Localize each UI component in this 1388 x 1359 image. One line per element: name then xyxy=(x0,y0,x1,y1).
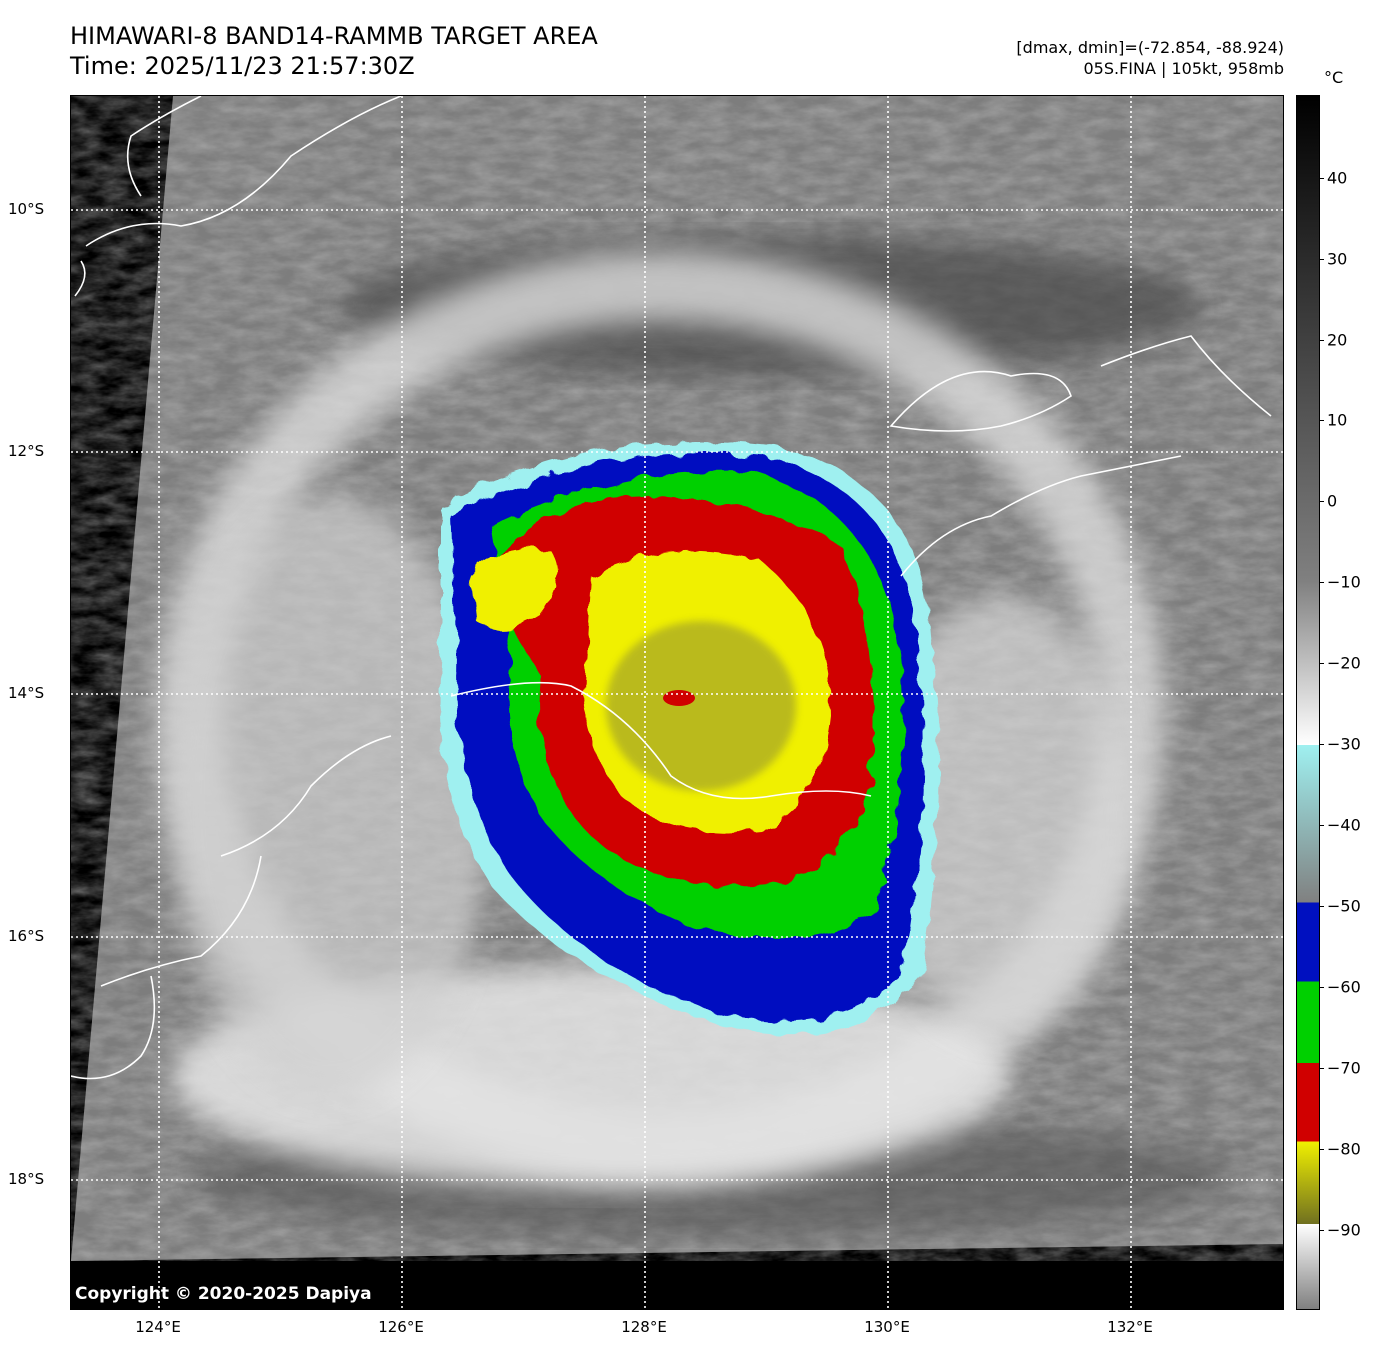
colorbar-tick-mark xyxy=(1320,1230,1324,1231)
dmax-dmin-label: [dmax, dmin]=(-72.854, -88.924) xyxy=(1016,38,1284,57)
colorbar-tick-label: −90 xyxy=(1327,1220,1361,1240)
colorbar-tick-mark xyxy=(1320,825,1324,826)
satellite-image xyxy=(70,95,1284,1310)
time-label: Time: 2025/11/23 21:57:30Z xyxy=(70,52,415,80)
colorbar-tick-mark xyxy=(1320,582,1324,583)
colorbar-tick-mark xyxy=(1320,906,1324,907)
colorbar-tick-label: −80 xyxy=(1327,1139,1361,1159)
colorbar-tick-label: 10 xyxy=(1327,410,1348,430)
colorbar-tick-label: −50 xyxy=(1327,896,1361,916)
colorbar-tick-mark xyxy=(1320,1068,1324,1069)
y-tick-label: 16°S xyxy=(8,927,45,945)
y-tick-label: 18°S xyxy=(8,1170,45,1188)
colorbar-tick-label: −70 xyxy=(1327,1058,1361,1078)
colorbar-tick-label: −10 xyxy=(1327,572,1361,592)
colorbar-tick-mark xyxy=(1320,178,1324,179)
colorbar-tick-label: −60 xyxy=(1327,977,1361,997)
colorbar-tick-label: −20 xyxy=(1327,653,1361,673)
colorbar-tick-mark xyxy=(1320,501,1324,502)
x-tick-label: 124°E xyxy=(135,1318,181,1336)
x-tick-label: 130°E xyxy=(864,1318,910,1336)
colorbar-tick-mark xyxy=(1320,663,1324,664)
y-tick-label: 12°S xyxy=(8,442,45,460)
colorbar-tick-label: 30 xyxy=(1327,249,1348,269)
y-tick-label: 10°S xyxy=(8,200,45,218)
colorbar-tick-mark xyxy=(1320,987,1324,988)
x-tick-label: 128°E xyxy=(621,1318,667,1336)
coastline xyxy=(71,96,1272,1080)
gridlines xyxy=(71,96,1283,1309)
colorbar-tick-label: 0 xyxy=(1327,491,1338,511)
colorbar-unit: °C xyxy=(1324,68,1344,87)
colorbar-tick-mark xyxy=(1320,340,1324,341)
x-tick-label: 126°E xyxy=(378,1318,424,1336)
colorbar xyxy=(1296,95,1320,1310)
y-tick-label: 14°S xyxy=(8,684,45,702)
colorbar-tick-label: −30 xyxy=(1327,734,1361,754)
colorbar-tick-mark xyxy=(1320,259,1324,260)
colorbar-tick-mark xyxy=(1320,744,1324,745)
storm-info-label: 05S.FINA | 105kt, 958mb xyxy=(1083,59,1284,78)
colorbar-tick-mark xyxy=(1320,420,1324,421)
colorbar-tick-label: 40 xyxy=(1327,168,1348,188)
satellite-imagery xyxy=(71,96,1283,1309)
colorbar-tick-mark xyxy=(1320,1149,1324,1150)
copyright-label: Copyright © 2020-2025 Dapiya xyxy=(75,1284,372,1304)
chart-title: HIMAWARI-8 BAND14-RAMMB TARGET AREA xyxy=(70,22,598,50)
x-tick-label: 132°E xyxy=(1107,1318,1153,1336)
colorbar-tick-label: 20 xyxy=(1327,330,1348,350)
colorbar-tick-label: −40 xyxy=(1327,815,1361,835)
